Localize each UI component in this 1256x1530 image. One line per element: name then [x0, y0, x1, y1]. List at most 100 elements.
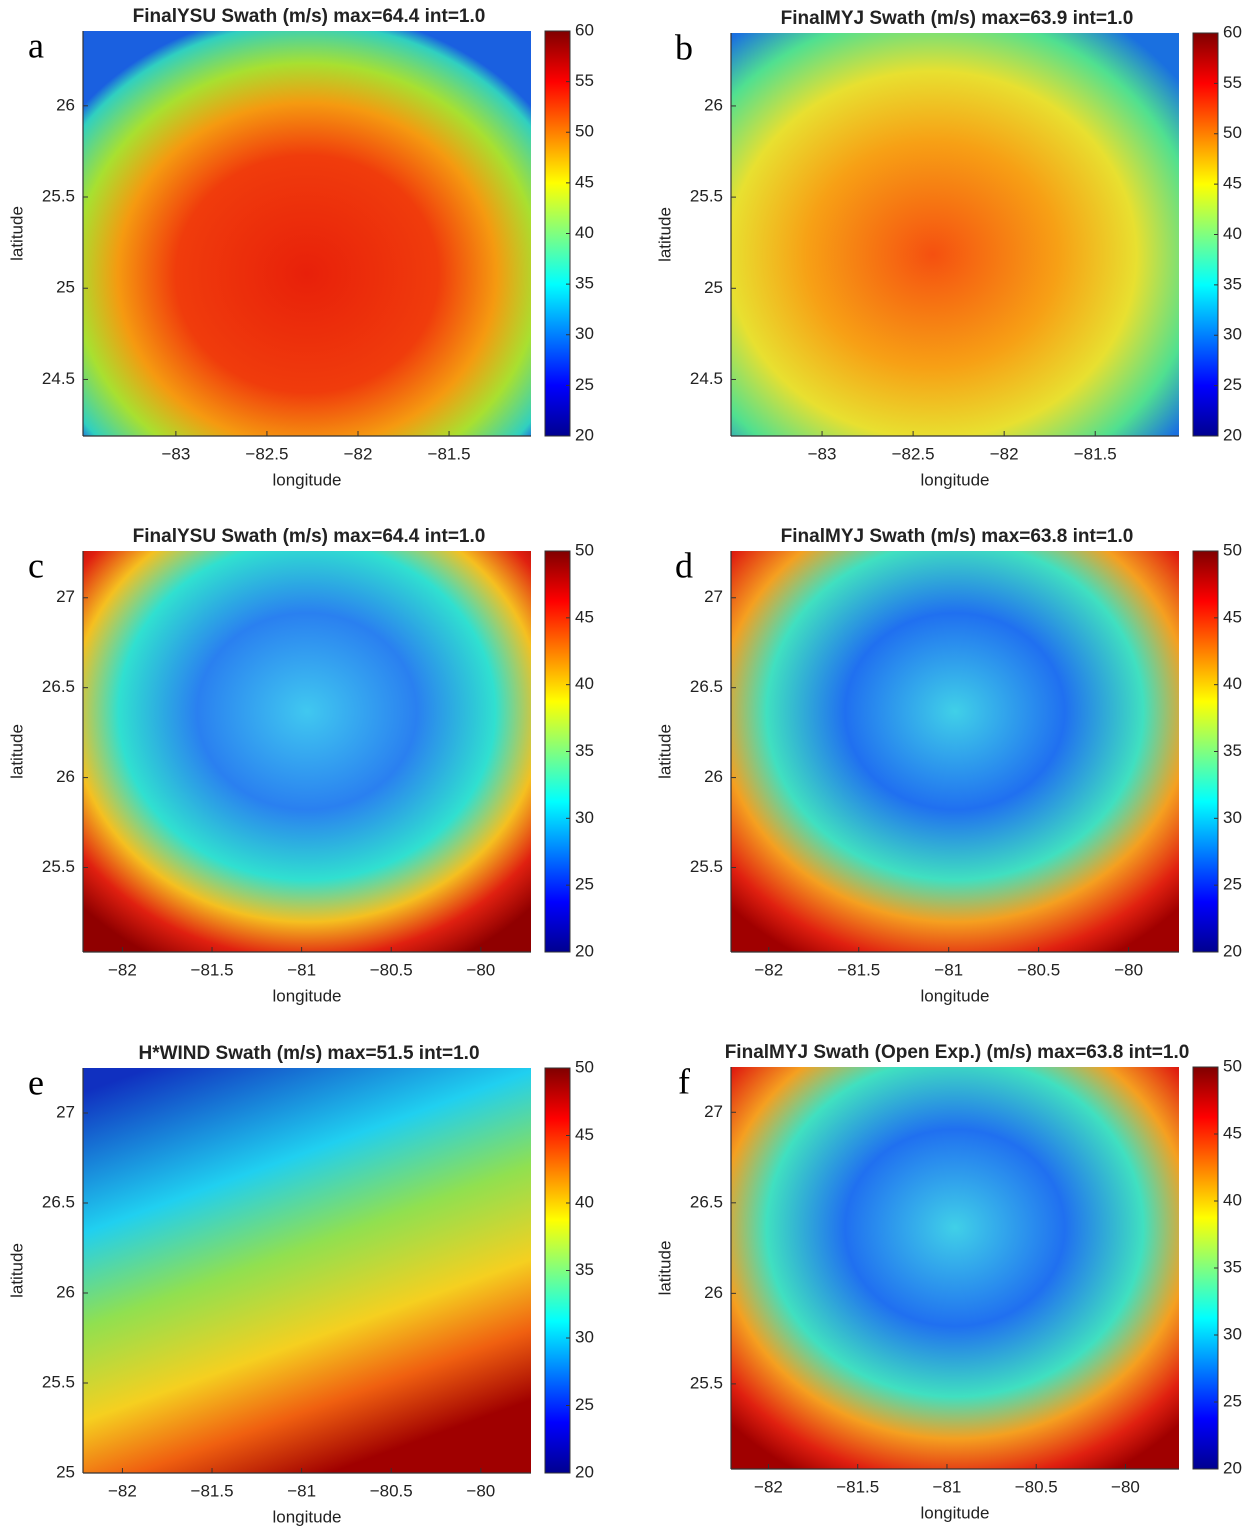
colorbar-tick-label: 45: [1223, 1123, 1242, 1142]
y-tick-label: 24.5: [690, 369, 723, 388]
y-axis-label: latitude: [655, 1241, 674, 1296]
panel-label: b: [675, 27, 693, 67]
x-tick-label: −81: [287, 1481, 316, 1500]
chart-title: FinalMYJ Swath (m/s) max=63.9 int=1.0: [781, 8, 1134, 29]
y-axis-label: latitude: [7, 1243, 26, 1298]
colorbar-tick-label: 45: [1223, 607, 1242, 626]
y-tick-label: 26: [56, 767, 75, 786]
chart-title: FinalMYJ Swath (Open Exp.) (m/s) max=63.…: [725, 1042, 1190, 1063]
x-tick-label: −82: [754, 1477, 783, 1496]
colorbar-tick-label: 50: [575, 122, 594, 141]
x-tick-label: −82: [344, 444, 373, 463]
colorbar-tick-label: 35: [575, 741, 594, 760]
colorbar-tick-label: 40: [1223, 224, 1242, 243]
colorbar-tick-label: 20: [575, 941, 594, 960]
y-tick-label: 25: [56, 1462, 75, 1481]
y-axis-label: latitude: [7, 206, 26, 261]
x-tick-label: −81.5: [428, 444, 471, 463]
x-tick-label: −83: [161, 444, 190, 463]
colorbar-tick-label: 40: [1223, 674, 1242, 693]
panel-label: e: [28, 1062, 44, 1102]
x-tick-label: −80: [1114, 960, 1143, 979]
y-tick-label: 27: [704, 1102, 723, 1121]
colorbar-tick-label: 20: [575, 1462, 594, 1481]
colorbar-tick-label: 25: [1223, 1391, 1242, 1410]
colorbar-tick-label: 35: [1223, 274, 1242, 293]
y-tick-label: 25.5: [42, 857, 75, 876]
colorbar-tick-label: 30: [575, 324, 594, 343]
colorbar: [544, 550, 571, 953]
swath-map: [83, 31, 531, 436]
x-tick-label: −81.5: [191, 1481, 234, 1500]
x-tick-label: −82: [754, 960, 783, 979]
colorbar-tick-label: 55: [1223, 73, 1242, 92]
colorbar-tick-label: 45: [1223, 174, 1242, 193]
colorbar-tick-label: 35: [575, 1260, 594, 1279]
colorbar-tick-label: 25: [575, 1395, 594, 1414]
swath-map: [731, 33, 1179, 436]
colorbar-tick-label: 20: [1223, 1458, 1242, 1477]
colorbar-tick-label: 30: [1223, 1324, 1242, 1343]
colorbar-tick-label: 30: [1223, 325, 1242, 344]
colorbar-tick-label: 40: [575, 674, 594, 693]
colorbar-tick-label: 25: [1223, 375, 1242, 394]
y-tick-label: 27: [56, 1102, 75, 1121]
colorbar-tick-label: 20: [575, 425, 594, 444]
chart-title: H*WIND Swath (m/s) max=51.5 int=1.0: [138, 1043, 479, 1064]
y-tick-label: 27: [704, 587, 723, 606]
chart-title: FinalMYJ Swath (m/s) max=63.8 int=1.0: [781, 526, 1134, 547]
colorbar: [544, 1067, 571, 1474]
panel-label: f: [678, 1061, 690, 1101]
x-tick-label: −81.5: [1074, 444, 1117, 463]
x-axis-label: longitude: [272, 1507, 341, 1526]
x-tick-label: −81: [934, 960, 963, 979]
x-tick-label: −80.5: [1015, 1477, 1058, 1496]
y-tick-label: 26: [56, 1282, 75, 1301]
x-tick-label: −82: [108, 960, 137, 979]
colorbar-tick-label: 35: [1223, 741, 1242, 760]
y-tick-label: 25: [56, 278, 75, 297]
x-tick-label: −82.5: [892, 444, 935, 463]
colorbar-tick-label: 50: [1223, 123, 1242, 142]
colorbar-tick-label: 50: [575, 540, 594, 559]
x-tick-label: −80: [1111, 1477, 1140, 1496]
chart-title: FinalYSU Swath (m/s) max=64.4 int=1.0: [133, 526, 486, 547]
colorbar-tick-label: 30: [575, 808, 594, 827]
colorbar-tick-label: 25: [575, 375, 594, 394]
x-tick-label: −81.5: [837, 960, 880, 979]
x-tick-label: −81.5: [836, 1477, 879, 1496]
x-tick-label: −81: [287, 960, 316, 979]
colorbar-tick-label: 60: [1223, 22, 1242, 41]
colorbar-tick-label: 20: [1223, 941, 1242, 960]
x-tick-label: −80.5: [370, 1481, 413, 1500]
colorbar-tick-label: 35: [1223, 1257, 1242, 1276]
colorbar-tick-label: 40: [1223, 1190, 1242, 1209]
swath-map: [83, 551, 531, 952]
x-tick-label: −80.5: [1017, 960, 1060, 979]
x-axis-label: longitude: [272, 986, 341, 1005]
colorbar-tick-label: 30: [1223, 808, 1242, 827]
y-axis-label: latitude: [655, 207, 674, 262]
y-tick-label: 27: [56, 587, 75, 606]
x-tick-label: −80.5: [370, 960, 413, 979]
panel-label: c: [28, 545, 44, 585]
y-tick-label: 26: [704, 95, 723, 114]
y-tick-label: 25.5: [690, 187, 723, 206]
x-tick-label: −81.5: [191, 960, 234, 979]
y-tick-label: 26: [704, 767, 723, 786]
x-tick-label: −82.5: [245, 444, 288, 463]
x-tick-label: −81: [933, 1477, 962, 1496]
colorbar-tick-label: 60: [575, 20, 594, 39]
colorbar-tick-label: 45: [575, 172, 594, 191]
colorbar-tick-label: 30: [575, 1327, 594, 1346]
y-tick-label: 26.5: [42, 1192, 75, 1211]
swath-map: [83, 1068, 531, 1473]
colorbar-tick-label: 20: [1223, 425, 1242, 444]
colorbar-tick-label: 40: [575, 223, 594, 242]
y-tick-label: 26.5: [690, 677, 723, 696]
colorbar-tick-label: 50: [1223, 1056, 1242, 1075]
colorbar-tick-label: 40: [575, 1192, 594, 1211]
panel-label: d: [675, 545, 693, 585]
colorbar-tick-label: 50: [575, 1057, 594, 1076]
